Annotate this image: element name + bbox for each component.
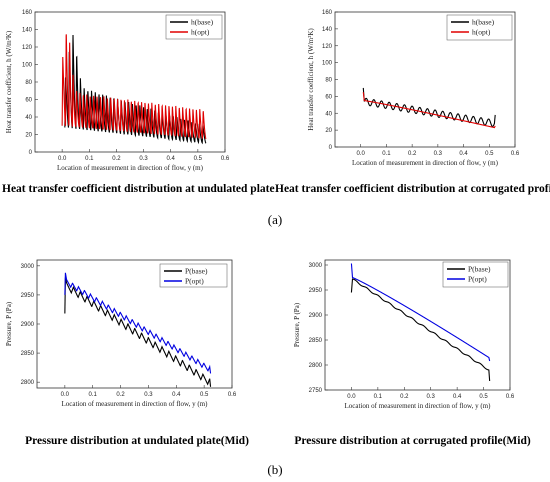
x-tick-label: 0.6: [511, 151, 520, 157]
y-tick-label: 2800: [21, 380, 35, 386]
legend-box: [446, 14, 513, 41]
legend-label: h(base): [191, 18, 214, 27]
x-tick-label: 0.1: [85, 156, 94, 162]
legend-label: P(opt): [468, 275, 487, 284]
legend-label: P(base): [185, 267, 208, 276]
x-tick-label: 0.4: [453, 394, 462, 400]
y-tick-label: 80: [325, 78, 332, 84]
x-tick-label: 0.0: [58, 156, 67, 162]
y-axis-label: Heat transfer coefficient, h (W/m²K): [307, 28, 315, 131]
x-tick-label: 0.3: [434, 151, 443, 157]
x-tick-label: 0.5: [200, 392, 209, 398]
y-tick-label: 0: [29, 150, 33, 156]
y-tick-label: 160: [22, 10, 33, 16]
y-tick-label: 120: [322, 44, 333, 50]
series-line-P-opt: [64, 272, 212, 374]
y-tick-label: 100: [322, 61, 333, 67]
subfigure-label-b: (b): [267, 462, 283, 477]
x-tick-label: 0.5: [485, 151, 494, 157]
y-tick-label: 140: [322, 27, 333, 33]
x-tick-label: 0.4: [459, 151, 468, 157]
x-tick-label: 0.6: [228, 392, 237, 398]
x-axis-label: Location of measurement in direction of …: [352, 159, 499, 167]
series-line-P-base: [350, 278, 491, 382]
legend-box: [165, 14, 223, 40]
x-tick-label: 0.4: [172, 392, 181, 398]
x-tick-label: 0.1: [374, 394, 383, 400]
y-tick-label: 3000: [21, 264, 35, 270]
y-tick-label: 2950: [21, 293, 35, 299]
y-tick-label: 20: [325, 128, 332, 134]
y-tick-label: 80: [25, 80, 32, 86]
y-tick-label: 40: [25, 115, 32, 121]
series-line-h-base: [362, 87, 496, 127]
legend-label: h(base): [472, 18, 495, 27]
chart-a1-panel: 0.0 0.1 0.2 0.3 0.4 0.5 0.6 0 20 40 60 80 100 120 140 1…: [0, 0, 275, 180]
x-axis-label: Location of measurement in direction of …: [345, 402, 492, 410]
y-tick-label: 60: [25, 98, 32, 104]
x-tick-label: 0.3: [144, 392, 153, 398]
x-tick-label: 0.1: [382, 151, 391, 157]
x-tick-label: 0.5: [194, 156, 203, 162]
legend-label: h(opt): [472, 28, 491, 37]
y-tick-label: 3000: [309, 263, 323, 269]
chart-b1-svg: 0.0 0.1 0.2 0.3 0.4 0.5 0.6 2800 2850 2900 2950 300…: [5, 259, 237, 408]
x-tick-label: 0.6: [506, 394, 515, 400]
y-tick-label: 20: [25, 133, 32, 139]
x-tick-label: 0.6: [221, 156, 230, 162]
y-tick-label: 2900: [309, 313, 323, 319]
y-tick-label: 120: [22, 45, 33, 51]
x-tick-label: 0.4: [167, 156, 176, 162]
y-tick-label: 160: [322, 10, 333, 16]
x-tick-label: 0.3: [427, 394, 436, 400]
legend-label: h(opt): [191, 28, 210, 37]
x-tick-label: 0.0: [357, 151, 366, 157]
x-axis-label: Location of measurement in direction of …: [57, 164, 204, 172]
x-tick-label: 0.2: [400, 394, 409, 400]
x-tick-label: 0.1: [89, 392, 98, 398]
y-axis-label: Pressure, P (Pa): [5, 301, 13, 346]
x-tick-label: 0.2: [112, 156, 121, 162]
y-axis-label: Heat transfer coefficient, h (W/m²K): [5, 30, 13, 133]
y-tick-label: 2850: [21, 351, 35, 357]
chart-a2-svg: 0.0 0.1 0.2 0.3 0.4 0.5 0.6 0 20 40 60 80 100 120 140 1…: [307, 10, 520, 167]
y-axis-label: Pressure, P (Pa): [293, 302, 301, 347]
legend-label: P(base): [468, 265, 491, 274]
caption-b1: Pressure distribution at undulated plate…: [25, 435, 249, 447]
y-tick-label: 40: [325, 111, 332, 117]
series-line-h-opt: [362, 92, 496, 129]
series-line-h-opt: [61, 34, 207, 140]
y-tick-label: 2800: [309, 363, 323, 369]
plot-frame: [324, 259, 511, 391]
caption-a1: Heat transfer coefficient distribution a…: [2, 183, 275, 195]
x-tick-label: 0.3: [139, 156, 148, 162]
x-tick-label: 0.2: [116, 392, 125, 398]
y-tick-label: 60: [325, 94, 332, 100]
y-tick-label: 2900: [21, 322, 35, 328]
caption-a2: Heat transfer coefficient distribution a…: [275, 183, 550, 195]
x-tick-label: 0.2: [408, 151, 417, 157]
x-tick-label: 0.5: [479, 394, 488, 400]
x-tick-label: 0.0: [61, 392, 70, 398]
subfigure-label-a: (a): [267, 212, 283, 227]
chart-a2-panel: 0.0 0.1 0.2 0.3 0.4 0.5 0.6 0 20 40 60 80 100 120 140 1…: [275, 0, 550, 180]
y-tick-label: 0: [329, 145, 333, 151]
chart-b2-panel: 0.0 0.1 0.2 0.3 0.4 0.5 0.6 2750 2800 2850 2900 295…: [275, 240, 550, 415]
y-tick-label: 140: [22, 28, 33, 34]
y-tick-label: 2850: [309, 338, 323, 344]
chart-b2-svg: 0.0 0.1 0.2 0.3 0.4 0.5 0.6 2750 2800 2850 2900 295…: [293, 259, 515, 410]
y-tick-label: 2950: [309, 288, 323, 294]
y-tick-label: 2750: [309, 388, 323, 394]
chart-a1-svg: 0.0 0.1 0.2 0.3 0.4 0.5 0.6 0 20 40 60 80 100 120 140 1…: [5, 10, 230, 172]
legend-box: [442, 261, 509, 288]
chart-b1-panel: 0.0 0.1 0.2 0.3 0.4 0.5 0.6 2800 2850 2900 2950 300…: [0, 240, 275, 415]
x-axis-label: Location of measurement in direction of …: [62, 400, 209, 408]
caption-b2: Pressure distribution at corrugated prof…: [294, 435, 531, 447]
x-tick-label: 0.0: [347, 394, 356, 400]
series-line-P-base: [64, 277, 212, 387]
legend-label: P(opt): [185, 277, 204, 286]
y-tick-label: 100: [22, 63, 33, 69]
series-line-P-opt: [350, 263, 491, 362]
